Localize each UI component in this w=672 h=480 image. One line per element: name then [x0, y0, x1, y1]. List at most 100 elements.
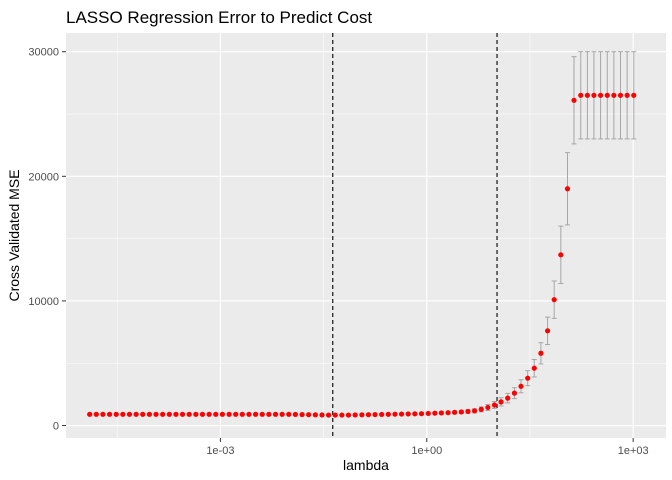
- y-tick-label: 20000: [28, 171, 59, 183]
- data-point: [458, 409, 464, 415]
- data-point: [266, 411, 272, 417]
- y-tick-label: 0: [53, 421, 59, 433]
- data-point: [518, 383, 524, 389]
- data-point: [398, 411, 405, 417]
- data-point: [445, 410, 451, 416]
- data-point: [332, 412, 338, 418]
- data-point: [471, 408, 478, 414]
- y-tick-label: 30000: [28, 47, 59, 59]
- data-point: [233, 411, 239, 417]
- data-point: [405, 411, 411, 417]
- data-point: [498, 399, 504, 405]
- x-axis: 1e-03 1e+00 1e+03: [206, 438, 649, 457]
- x-tick-label: 1e+03: [618, 445, 649, 457]
- data-point: [87, 411, 93, 417]
- plot-panel: [66, 33, 666, 438]
- data-point: [525, 375, 531, 381]
- data-point: [564, 186, 571, 192]
- data-point: [319, 412, 325, 418]
- data-point: [325, 412, 332, 418]
- data-point: [392, 411, 398, 417]
- data-point: [253, 411, 259, 417]
- data-point: [491, 402, 498, 408]
- data-point: [306, 412, 312, 418]
- data-point: [531, 365, 537, 371]
- data-point: [339, 412, 345, 418]
- grid-lines: [66, 33, 666, 438]
- data-point: [113, 411, 119, 417]
- data-point: [412, 411, 418, 417]
- data-point: [259, 411, 265, 417]
- data-point: [597, 92, 604, 98]
- data-point: [186, 411, 192, 417]
- reference-lines: [332, 33, 498, 438]
- data-point: [432, 410, 438, 416]
- data-point: [617, 92, 624, 98]
- data-point: [544, 328, 551, 334]
- data-point: [511, 390, 518, 396]
- x-tick-label: 1e-03: [206, 445, 234, 457]
- data-point: [153, 411, 159, 417]
- data-point: [571, 97, 577, 103]
- y-axis-title: Cross Validated MSE: [6, 169, 22, 301]
- data-point: [133, 411, 139, 417]
- data-point: [372, 411, 378, 418]
- data-point: [193, 411, 199, 417]
- data-point: [272, 411, 279, 417]
- data-point: [140, 411, 146, 417]
- x-tick-label: 1e+00: [411, 445, 442, 457]
- data-point: [206, 411, 212, 417]
- data-point: [239, 411, 245, 417]
- chart-title: LASSO Regression Error to Predict Cost: [66, 8, 372, 27]
- data-point: [219, 411, 226, 417]
- data-point: [551, 297, 557, 303]
- data-point: [106, 411, 113, 417]
- data-point: [312, 412, 318, 418]
- data-point: [246, 411, 252, 417]
- data-point: [385, 411, 391, 417]
- data-point: [578, 92, 584, 98]
- data-point: [173, 411, 179, 417]
- data-point: [226, 411, 232, 417]
- data-point: [478, 406, 484, 412]
- data-point: [485, 404, 491, 411]
- data-point: [418, 411, 425, 417]
- data-point: [213, 411, 219, 417]
- data-point: [146, 411, 152, 417]
- data-point: [93, 411, 99, 417]
- data-point: [100, 411, 106, 417]
- data-point: [279, 411, 285, 417]
- data-point: [591, 92, 597, 98]
- data-point: [425, 410, 431, 417]
- data-point: [199, 411, 206, 417]
- data-point: [126, 411, 133, 417]
- data-point: [179, 411, 186, 417]
- data-point: [505, 395, 511, 401]
- data-point: [624, 92, 630, 98]
- x-axis-title: lambda: [343, 457, 389, 473]
- y-tick-label: 10000: [28, 296, 59, 308]
- data-point: [292, 411, 298, 418]
- data-point: [352, 412, 358, 418]
- data-point: [166, 411, 172, 417]
- data-point: [538, 350, 544, 356]
- data-point: [438, 410, 444, 416]
- data-point: [345, 412, 352, 418]
- y-axis: 0 10000 20000 30000: [28, 47, 66, 433]
- data-point: [558, 252, 564, 258]
- data-point: [631, 92, 637, 98]
- data-point: [365, 412, 372, 418]
- data-point: [465, 408, 471, 415]
- data-point: [286, 411, 292, 417]
- data-point: [604, 92, 610, 98]
- data-point: [379, 411, 385, 418]
- data-point: [160, 411, 166, 417]
- data-point: [359, 412, 365, 418]
- data-point: [584, 92, 590, 98]
- data-point: [299, 411, 305, 418]
- data-point: [452, 409, 458, 415]
- data-point: [120, 411, 126, 417]
- data-point: [611, 92, 617, 98]
- data-points: [87, 92, 637, 418]
